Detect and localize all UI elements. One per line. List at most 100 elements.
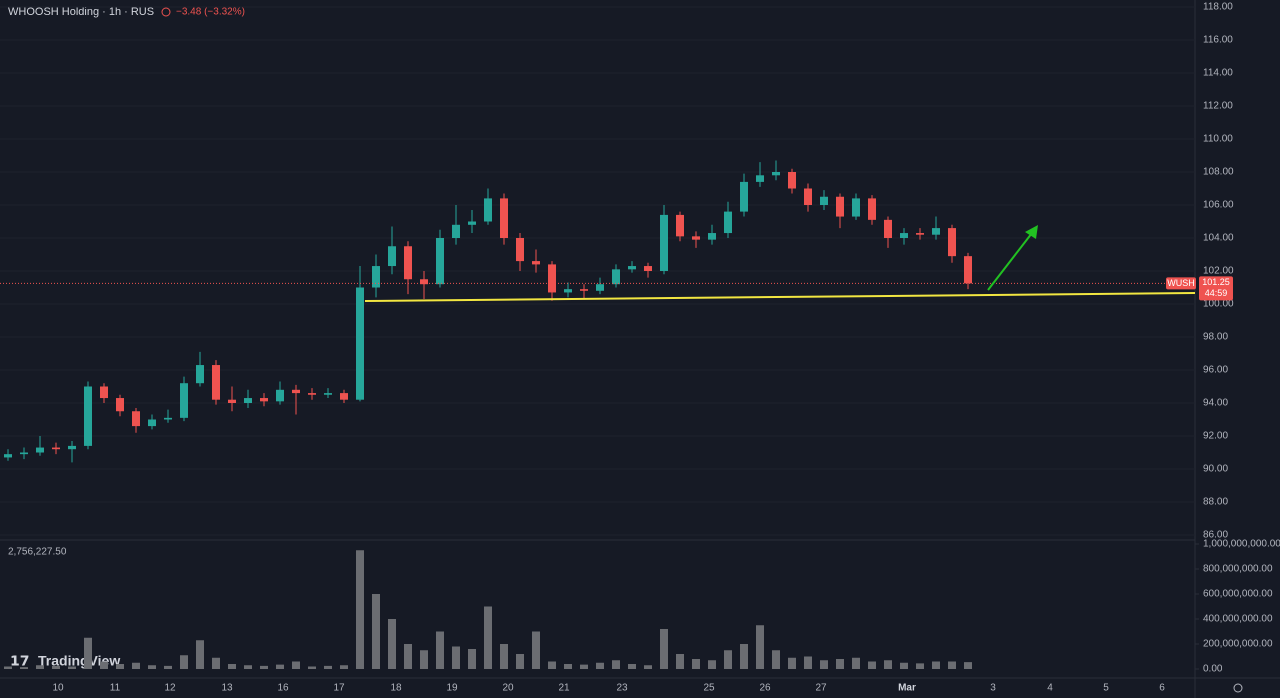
candle-body <box>676 214 684 237</box>
y-tick-label: 108.00 <box>1203 167 1234 178</box>
volume-value: 2,756,227.50 <box>8 547 67 558</box>
candle-body <box>756 175 764 182</box>
volume-bar <box>948 661 956 669</box>
candle-body <box>324 393 332 395</box>
y-tick-label: 114.00 <box>1203 68 1233 79</box>
candle-body <box>116 398 124 412</box>
candle-body <box>564 289 572 293</box>
x-tick-label: 21 <box>558 683 570 694</box>
volume-bar <box>564 664 572 669</box>
volume-bar <box>644 665 652 669</box>
volume-bar <box>964 662 972 669</box>
x-tick-label: 26 <box>759 683 771 694</box>
candle-body <box>420 279 428 285</box>
volume-bar <box>340 665 348 669</box>
volume-bar <box>580 664 588 669</box>
symbol-tag-label: WUSH <box>1167 278 1195 288</box>
volume-bar <box>468 649 476 669</box>
settings-icon[interactable] <box>1233 683 1243 693</box>
volume-bar <box>820 660 828 669</box>
candle-body <box>196 365 204 384</box>
candle-body <box>964 256 972 284</box>
y-tick-label: 110.00 <box>1203 134 1233 145</box>
y-tick-label: 96.00 <box>1203 365 1228 376</box>
candle-body <box>148 419 156 427</box>
candle-body <box>292 389 300 394</box>
candle-body <box>532 261 540 265</box>
price-change: −3.48 (−3.32%) <box>176 7 245 18</box>
candle-body <box>276 389 284 402</box>
candle-body <box>340 393 348 400</box>
candle-body <box>84 386 92 446</box>
symbol-title: WHOOSH Holding · 1h · RUS <box>8 6 154 18</box>
volume-bar <box>836 659 844 669</box>
x-tick-label: 11 <box>110 683 121 694</box>
x-tick-label: 27 <box>815 683 827 694</box>
symbol-tag <box>1166 277 1196 290</box>
y-tick-label: 90.00 <box>1203 464 1228 475</box>
volume-bar <box>756 625 764 669</box>
candle-body <box>132 411 140 427</box>
volume-bar <box>244 665 252 669</box>
candle-body <box>500 198 508 238</box>
volume-bar <box>500 644 508 669</box>
y-tick-label: 94.00 <box>1203 398 1228 409</box>
volume-bar <box>324 665 332 669</box>
volume-bar <box>4 666 12 669</box>
volume-bar <box>356 550 364 669</box>
volume-bar <box>788 657 796 669</box>
candle-body <box>580 289 588 291</box>
y-tick-label: 92.00 <box>1203 431 1228 442</box>
x-tick-label: 13 <box>221 683 233 694</box>
x-tick-label: 23 <box>616 683 628 694</box>
candle-body <box>52 447 60 450</box>
candle-body <box>356 287 364 400</box>
candle-body <box>708 233 716 240</box>
volume-bar <box>84 637 92 669</box>
candle-body <box>68 445 76 450</box>
y-tick-label: 102.00 <box>1203 266 1234 277</box>
y2-tick-label: 1,000,000,000.00 <box>1203 539 1280 550</box>
y-tick-label: 112.00 <box>1203 101 1233 112</box>
volume-bar <box>628 664 636 669</box>
candle-body <box>804 188 812 205</box>
volume-bar <box>724 650 732 669</box>
x-tick-label: 3 <box>990 683 996 694</box>
candle-body <box>308 393 316 395</box>
y2-tick-label: 600,000,000.00 <box>1203 589 1273 600</box>
candle-body <box>900 233 908 238</box>
volume-bar <box>916 663 924 669</box>
volume-bar <box>868 661 876 669</box>
candle-body <box>740 181 748 212</box>
candle-body <box>244 398 252 403</box>
candle-body <box>788 172 796 189</box>
x-tick-label: 10 <box>52 683 64 694</box>
candle-body <box>260 398 268 402</box>
volume-bar <box>228 664 236 669</box>
volume-bar <box>52 665 60 669</box>
candle-body <box>468 221 476 225</box>
volume-bar <box>132 662 140 669</box>
price-tag-value: 101.25 <box>1202 277 1230 287</box>
x-tick-label: 25 <box>703 683 715 694</box>
volume-bar <box>404 644 412 669</box>
candle-body <box>916 233 924 235</box>
candle-body <box>436 238 444 285</box>
volume-bar <box>420 650 428 669</box>
candle-body <box>628 266 636 270</box>
y-tick-label: 104.00 <box>1203 233 1234 244</box>
candle-body <box>820 196 828 205</box>
candle-body <box>388 246 396 267</box>
candle-body <box>452 224 460 238</box>
volume-bar <box>708 660 716 669</box>
volume-bar <box>180 655 188 669</box>
brand-logo: TradingView <box>38 653 120 669</box>
volume-bar <box>852 657 860 669</box>
brand-mark: 𝟭𝟳 <box>10 653 29 669</box>
candle-body <box>36 447 44 453</box>
volume-bar <box>164 665 172 669</box>
candle-body <box>20 452 28 455</box>
candle-body <box>372 266 380 288</box>
y2-tick-label: 800,000,000.00 <box>1203 564 1273 575</box>
